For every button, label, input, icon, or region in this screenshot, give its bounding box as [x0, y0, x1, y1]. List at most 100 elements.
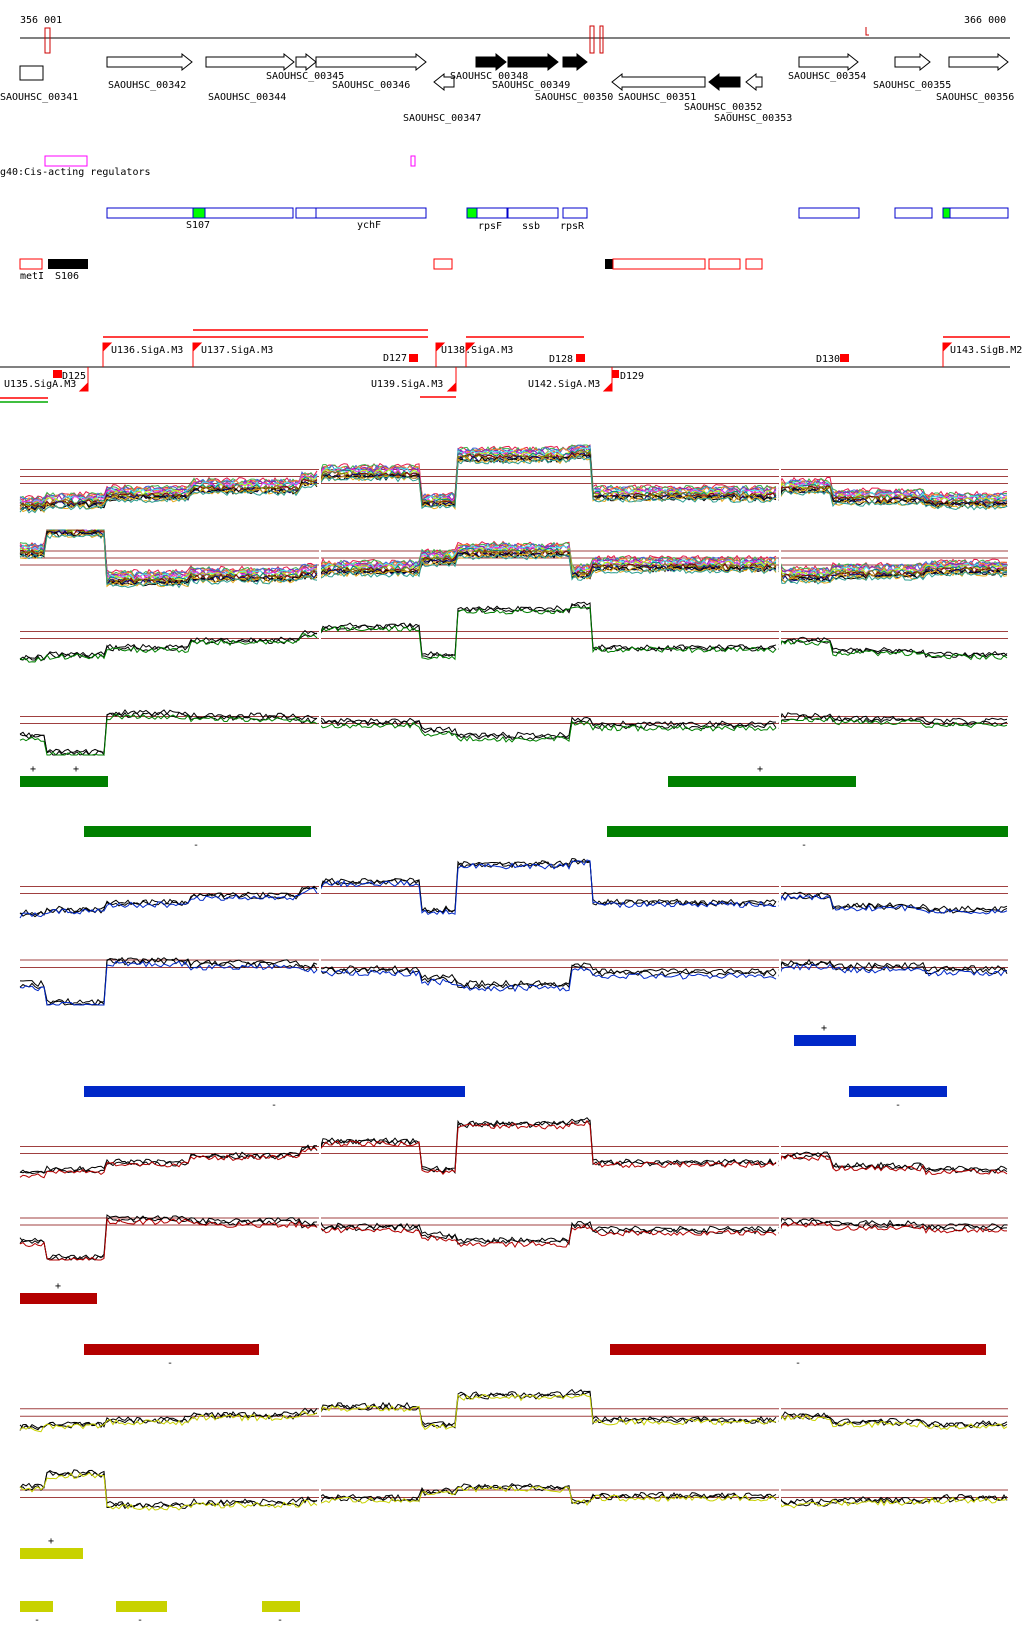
gene-arrow[interactable]	[19, 65, 44, 81]
strand-sign: +	[48, 1536, 54, 1547]
gene-arrow[interactable]	[611, 72, 706, 92]
gene-arrow[interactable]	[894, 52, 931, 72]
condition-bar[interactable]	[116, 1601, 167, 1612]
promoter-label: D125	[62, 371, 86, 382]
condition-bar[interactable]	[84, 1086, 465, 1097]
gene-label: SAOUHSC_00342	[108, 80, 186, 91]
condition-bar[interactable]	[610, 1344, 986, 1355]
signal-line	[19, 1119, 1008, 1179]
feature-track: metI S106	[19, 258, 763, 282]
gene-arrow[interactable]	[106, 52, 193, 72]
condition-bar[interactable]	[20, 1293, 97, 1304]
condition-bar[interactable]	[668, 776, 856, 787]
condition-bar[interactable]	[607, 826, 1008, 837]
condition-bar[interactable]	[849, 1086, 947, 1097]
signal-line	[19, 859, 1008, 919]
signal-line	[19, 1393, 1008, 1433]
strand-sign: -	[193, 840, 199, 851]
gene-arrow[interactable]	[475, 52, 507, 72]
regulators-label: g40:Cis-acting regulators	[0, 167, 151, 178]
signal-line	[19, 1217, 1008, 1261]
operon-label: S107	[186, 220, 210, 231]
signal-line	[19, 711, 1008, 757]
gene-arrow[interactable]	[315, 52, 427, 72]
promoter-track: U136.SigA.M3 U137.SigA.M3 D127 U138.SigA…	[0, 329, 1022, 403]
promoter-label: D128	[549, 354, 573, 365]
condition-bars: + + + - - + - - + - - + - - -	[20, 764, 1008, 1626]
gene-arrow[interactable]	[745, 72, 763, 92]
expression-panel	[19, 1456, 1008, 1539]
strand-sign: +	[757, 764, 763, 775]
promoter-label: D127	[383, 353, 407, 364]
condition-bar[interactable]	[262, 1601, 300, 1612]
promoter-label: U138.SigA.M3	[441, 345, 513, 356]
strand-sign: +	[73, 764, 79, 775]
gene-arrow[interactable]	[507, 52, 559, 72]
gene-track: SAOUHSC_00341 SAOUHSC_00342 SAOUHSC_00344 S…	[0, 52, 1014, 124]
strand-sign: -	[34, 1615, 40, 1626]
signal-line	[19, 1472, 1008, 1511]
condition-bar[interactable]	[794, 1035, 856, 1046]
operon-track: S107 ychF rpsF ssb rpsR	[106, 207, 1009, 232]
signal-line	[19, 709, 1008, 756]
regulator-box	[44, 155, 88, 167]
gene-label: SAOUHSC_00356	[936, 92, 1014, 103]
gene-arrow[interactable]	[562, 52, 588, 72]
feature-label: metI	[20, 271, 44, 282]
condition-bar[interactable]	[84, 826, 311, 837]
signal-line	[19, 859, 1008, 918]
signal-line	[19, 1118, 1008, 1174]
gene-arrow[interactable]	[798, 52, 859, 72]
promoter-label: U139.SigA.M3	[371, 379, 443, 390]
signal-line	[19, 1216, 1008, 1261]
gene-label: SAOUHSC_00352	[684, 102, 762, 113]
gene-arrow[interactable]	[205, 52, 295, 72]
expression-panel	[19, 1186, 1008, 1264]
gene-arrow[interactable]	[433, 72, 455, 92]
signal-line	[19, 960, 1008, 1006]
gene-label: SAOUHSC_00348	[450, 71, 528, 82]
gene-label: SAOUHSC_00355	[873, 80, 951, 91]
ruler-end-label: 366 000	[964, 15, 1006, 26]
expression-panel	[19, 926, 1008, 1009]
promoter-label: U142.SigA.M3	[528, 379, 600, 390]
gene-arrow[interactable]	[295, 52, 317, 72]
gene-label: SAOUHSC_00354	[788, 71, 866, 82]
expression-panel	[19, 596, 1008, 674]
expression-panel	[19, 441, 1008, 519]
strand-sign: -	[895, 1100, 901, 1111]
promoter-label: D129	[620, 371, 644, 382]
operon-label: ssb	[522, 221, 540, 232]
operon-label: rpsF	[478, 221, 502, 232]
gene-label: SAOUHSC_00351	[618, 92, 696, 103]
strand-sign: -	[801, 840, 807, 851]
condition-bar[interactable]	[84, 1344, 259, 1355]
gene-label: SAOUHSC_00345	[266, 71, 344, 82]
signal-line	[19, 531, 1008, 589]
expression-panel	[19, 1371, 1008, 1454]
signal-line	[19, 956, 1008, 1006]
strand-sign: -	[277, 1615, 283, 1626]
ruler-start-label: 356 001	[20, 15, 62, 26]
promoter-label: U135.SigA.M3	[4, 379, 76, 390]
gene-label: SAOUHSC_00346	[332, 80, 410, 91]
expression-panel	[19, 851, 1008, 929]
condition-bar[interactable]	[20, 1601, 53, 1612]
operon-label: rpsR	[560, 221, 585, 232]
gene-label: SAOUHSC_00353	[714, 113, 792, 124]
regulator-box	[410, 155, 416, 167]
gene-arrow[interactable]	[948, 52, 1009, 72]
gene-arrow[interactable]	[708, 72, 741, 92]
regulator-track: g40:Cis-acting regulators	[0, 155, 416, 178]
gene-label: SAOUHSC_00341	[0, 92, 78, 103]
condition-bar[interactable]	[20, 1548, 83, 1559]
coordinate-ruler: 356 001 366 000	[20, 15, 1010, 54]
operon-label: ychF	[357, 220, 381, 231]
strand-sign: +	[30, 764, 36, 775]
expression-panel	[19, 1111, 1008, 1189]
signal-line	[19, 606, 1008, 663]
condition-bar[interactable]	[20, 776, 108, 787]
strand-sign: -	[137, 1615, 143, 1626]
promoter-label: U143.SigB.M2	[950, 345, 1022, 356]
